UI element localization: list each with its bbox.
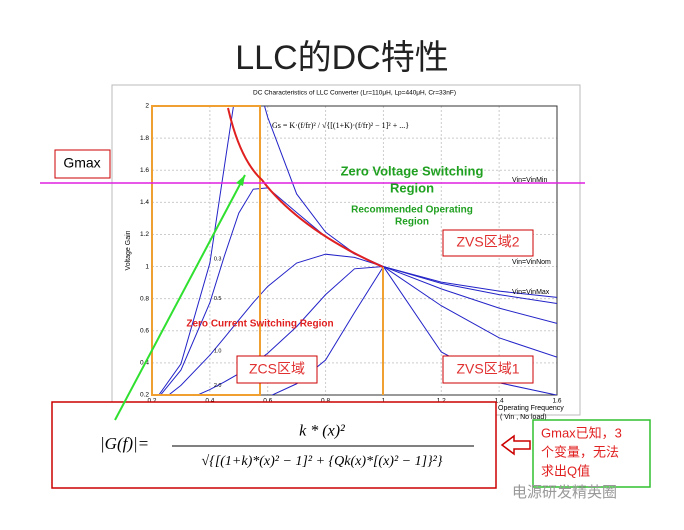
note-line: 求出Q值 [541,463,590,478]
formula-den: √{[(1+k)*(x)² − 1]² + {Qk(x)*[(x)² − 1]}… [202,454,443,469]
vin-label: Vin=VinMax [512,289,550,296]
y-tick-label: 0.6 [140,327,149,334]
note-box [532,419,651,488]
curve [158,106,557,395]
arrow-head [236,175,245,186]
x-tick-label: 0.4 [205,398,214,405]
vin-label: Vin=VinMin [512,177,547,184]
zvs1-box [442,355,534,384]
zvs1-label: ZVS区域1 [456,361,519,377]
curve [167,253,557,395]
y-tick-label: 2 [145,103,149,110]
green-arrow [114,174,246,421]
watermark: 电源研发精英圈 [512,483,617,501]
x-tick-label: 1.6 [552,398,561,405]
x-note: ( Vin , No load) [500,414,547,421]
y-tick-label: 1.2 [140,231,149,238]
y-tick-label: 1.6 [140,167,149,174]
orange-box [151,105,261,396]
zcs-label: ZCS区域 [249,361,305,377]
rec-text: Recommended Operating [351,205,473,216]
x-axis-label: Operating Frequency [498,405,564,412]
formula-box [51,401,497,489]
gmax-box [54,149,111,179]
formula-lhs: |G(f)|= [100,434,149,453]
zcs-box [236,355,318,384]
curve-label: 0.3 [214,257,222,263]
curve [159,187,557,395]
formula-num: k * (x)² [299,423,346,440]
chart-title: DC Characteristics of LLC Converter (Lr=… [253,90,456,97]
curve-label: 2.0 [214,383,222,389]
curve-label: 0.5 [214,296,222,302]
x-tick-label: 0.2 [147,398,156,405]
curve-label: 1.0 [214,349,222,355]
vin-label: Vin=VinNom [512,259,551,266]
y-tick-label: 0.8 [140,295,149,302]
boundary-curve [227,107,384,268]
y-tick-label: 1.4 [140,199,149,206]
curve [271,265,557,395]
zvs2-label: ZVS区域2 [456,234,519,250]
x-tick-label: 1 [382,398,386,405]
x-tick-label: 0.8 [321,398,330,405]
y-tick-label: 0.2 [140,392,149,399]
y-axis-label: Voltage Gain [125,230,132,270]
zvs2-box [442,229,534,257]
note-line: 个变量，无法 [541,444,619,459]
zvs-text: Region [390,180,434,195]
x-tick-label: 0.6 [263,398,272,405]
gmax-label: Gmax [63,155,100,171]
x-tick-label: 1.4 [495,398,504,405]
note-line: Gmax已知，3 [541,425,622,440]
red-arrow [500,434,531,456]
zvs-text: Zero Voltage Switching [341,163,484,178]
curve [196,266,557,395]
zcs-text: Zero Current Switching Region [186,319,333,330]
rec-text: Region [395,217,429,228]
y-tick-label: 1.8 [140,135,149,142]
y-tick-label: 1 [145,263,149,270]
slide-title: LLC的DC特性 [235,39,448,77]
x-tick-label: 1.2 [437,398,446,405]
gain-formula: Gs = K·(f/fr)² / √{[(1+K)·(f/fr)² − 1]² … [272,121,409,130]
